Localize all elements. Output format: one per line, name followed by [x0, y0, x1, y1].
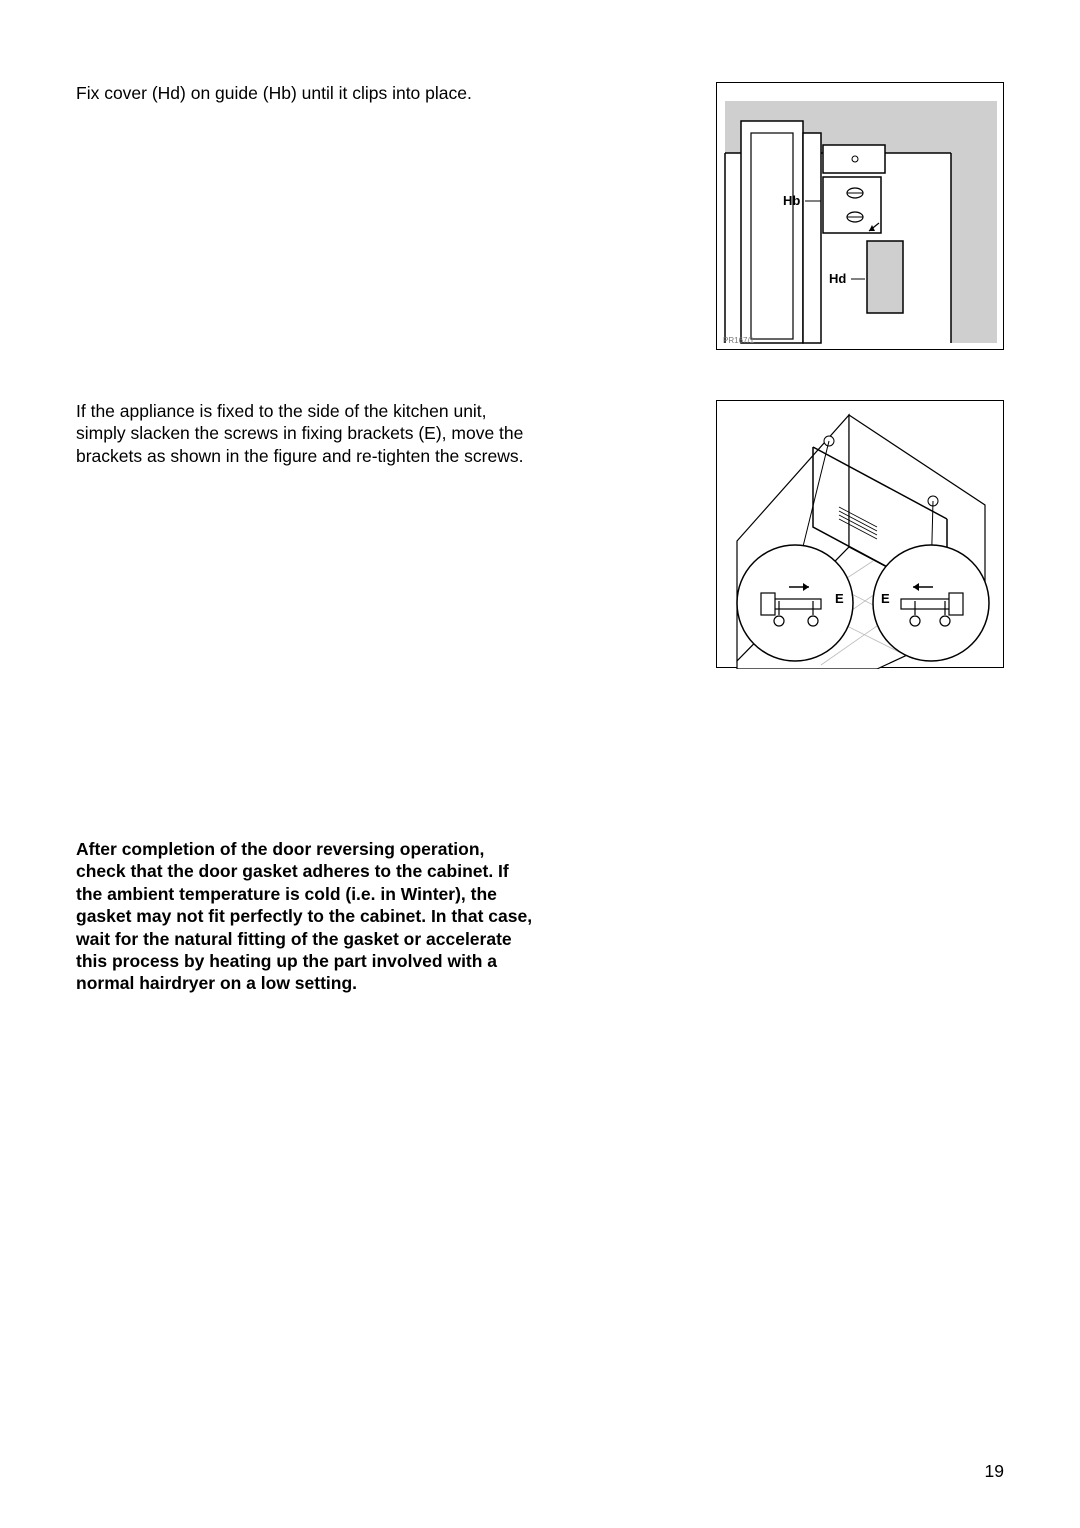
paragraph-2: If the appliance is fixed to the side of…: [76, 400, 536, 467]
figure-2-col: E E: [716, 400, 1004, 668]
row-2: If the appliance is fixed to the side of…: [76, 400, 1004, 668]
figure-1-code: PR167/1: [723, 336, 754, 345]
figure-1-col: Hb Hd PR167/1: [716, 82, 1004, 350]
figure-1-svg: [717, 83, 1005, 351]
bold-note: After completion of the door reversing o…: [76, 838, 536, 995]
figure-1-label-hb: Hb: [783, 193, 800, 208]
document-page: Fix cover (Hd) on guide (Hb) until it cl…: [0, 0, 1080, 1528]
figure-2-label-e2: E: [881, 591, 890, 606]
figure-2: E E: [716, 400, 1004, 668]
paragraph-1: Fix cover (Hd) on guide (Hb) until it cl…: [76, 82, 536, 104]
figure-1: Hb Hd PR167/1: [716, 82, 1004, 350]
page-number: 19: [985, 1461, 1004, 1482]
figure-2-svg: [717, 401, 1005, 669]
figure-2-label-e1: E: [835, 591, 844, 606]
row-1: Fix cover (Hd) on guide (Hb) until it cl…: [76, 82, 1004, 350]
figure-1-label-hd: Hd: [829, 271, 846, 286]
